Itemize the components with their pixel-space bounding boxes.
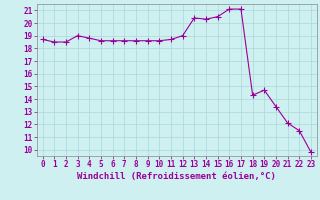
X-axis label: Windchill (Refroidissement éolien,°C): Windchill (Refroidissement éolien,°C): [77, 172, 276, 181]
